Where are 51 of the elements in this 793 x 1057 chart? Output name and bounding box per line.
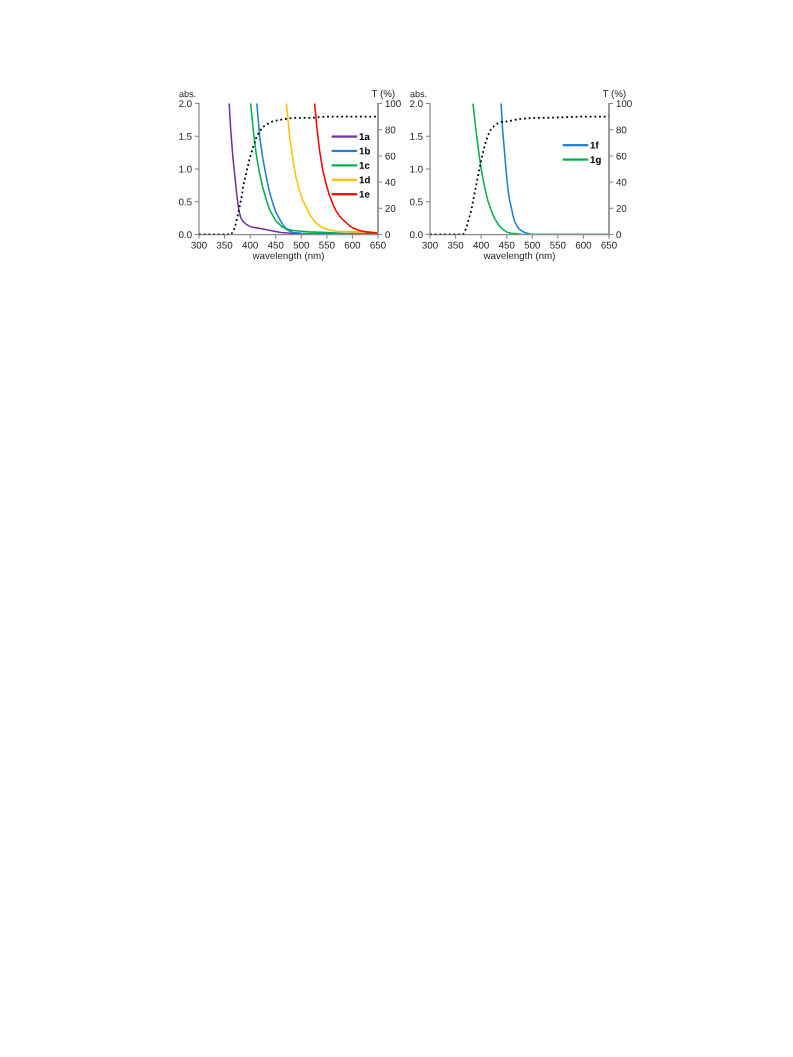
- y2-tick-label: 60: [385, 152, 396, 160]
- x-tick-label: 650: [370, 241, 386, 249]
- y-tick-label: 2.0: [410, 100, 423, 108]
- y2-tick-label: 20: [385, 205, 396, 212]
- x-tick-label: 300: [422, 241, 438, 249]
- y-axis-title: abs.: [179, 90, 196, 98]
- y-tick-label: 2.0: [179, 100, 192, 108]
- y2-tick-label: 40: [616, 178, 627, 186]
- legend-label: 1b: [359, 147, 370, 155]
- y-tick-label: 0.5: [178, 198, 192, 206]
- legend-label: 1e: [359, 190, 370, 198]
- y-tick-label: 0.5: [409, 198, 423, 206]
- y2-axis-title: T (%): [602, 89, 626, 99]
- x-tick-label: 550: [319, 241, 335, 249]
- y2-tick-label: 80: [616, 126, 627, 134]
- y2-tick-label: 100: [616, 100, 632, 108]
- x-tick-label: 400: [473, 241, 489, 249]
- y-tick-label: 0.0: [178, 231, 192, 239]
- x-axis-title: wavelength (nm): [483, 251, 555, 261]
- x-tick-label: 450: [267, 241, 284, 249]
- x-tick-label: 500: [524, 241, 541, 249]
- legend-label: 1g: [590, 156, 601, 166]
- y2-tick-label: 80: [385, 126, 396, 134]
- y2-tick-label: 60: [616, 152, 627, 160]
- y2-tick-label: 20: [616, 205, 627, 212]
- legend-label: 1d: [359, 176, 370, 184]
- x-tick-label: 350: [447, 241, 464, 249]
- legend-label: 1c: [359, 162, 370, 169]
- legend-label: 1f: [590, 141, 599, 149]
- x-tick-label: 550: [550, 241, 566, 249]
- x-tick-label: 500: [293, 241, 310, 249]
- x-tick-label: 650: [601, 241, 617, 249]
- x-tick-label: 450: [498, 241, 515, 249]
- y-tick-label: 1.5: [410, 133, 423, 140]
- y2-tick-label: 40: [385, 178, 396, 186]
- y2-tick-label: 0: [385, 231, 390, 239]
- x-tick-label: 350: [216, 241, 233, 249]
- legend-label: 1a: [359, 133, 370, 141]
- y2-tick-label: 100: [385, 100, 401, 108]
- y-tick-label: 1.0: [179, 165, 192, 173]
- y2-tick-label: 0: [616, 231, 621, 239]
- y2-axis-title: T (%): [371, 89, 395, 99]
- x-tick-label: 400: [242, 241, 258, 249]
- x-tick-label: 300: [191, 241, 207, 249]
- y-axis-title: abs.: [410, 90, 427, 98]
- y-tick-label: 1.0: [410, 165, 423, 173]
- y-tick-label: 1.5: [179, 133, 192, 140]
- y-tick-label: 0.0: [409, 231, 423, 239]
- x-tick-label: 600: [575, 241, 592, 249]
- x-axis-title: wavelength (nm): [252, 251, 324, 261]
- x-tick-label: 600: [344, 241, 361, 249]
